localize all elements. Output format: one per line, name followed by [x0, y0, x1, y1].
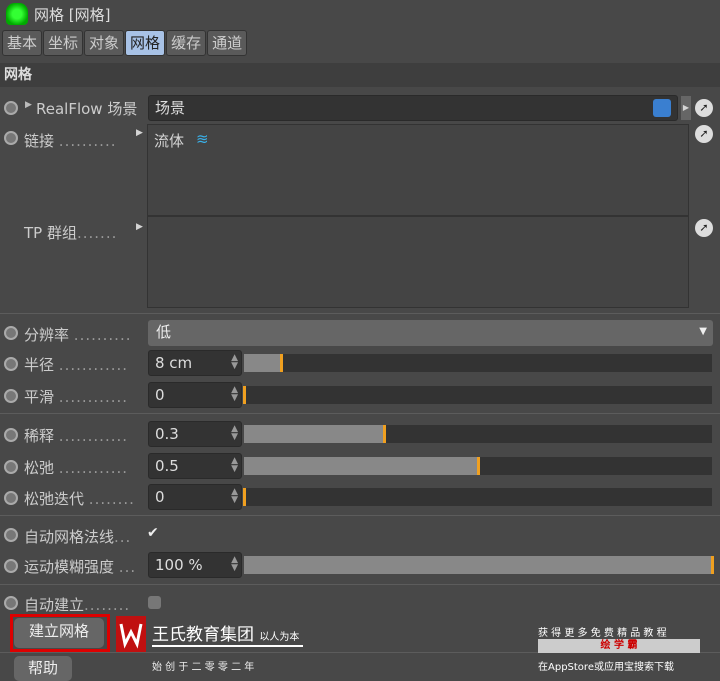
keyframe-radio[interactable] — [4, 131, 18, 145]
scene-menu-arrow[interactable]: ▶ — [681, 96, 691, 120]
tab-object[interactable]: 对象 — [84, 30, 125, 56]
keyframe-radio[interactable] — [4, 326, 18, 340]
section-header: 网格 — [0, 63, 720, 87]
smooth-label: 平滑 ............ — [24, 388, 129, 406]
motion_blur-slider[interactable] — [244, 556, 714, 574]
help-button[interactable]: 帮助 — [14, 656, 72, 681]
watermark-logo — [116, 616, 146, 652]
link-label: 链接 .......... — [24, 132, 117, 150]
dilute-slider[interactable] — [244, 425, 712, 443]
tab-bar: 基本 坐标 对象 网格 缓存 通道 — [2, 30, 248, 56]
spinner-arrows-icon[interactable]: ▲ ▼ — [231, 385, 238, 403]
scene-value: 场景 — [155, 99, 186, 117]
auto-normals-checkbox[interactable]: ✔ — [147, 525, 159, 541]
radius-input[interactable]: 8 cm ▲ ▼ — [148, 350, 242, 376]
keyframe-radio[interactable] — [4, 357, 18, 371]
spinner-arrows-icon[interactable]: ▲ ▼ — [231, 353, 238, 371]
keyframe-radio[interactable] — [4, 596, 18, 610]
keyframe-radio[interactable] — [4, 491, 18, 505]
keyframe-radio[interactable] — [4, 460, 18, 474]
fluid-icon: ≋ — [196, 130, 209, 148]
watermark-frame — [10, 614, 110, 652]
relax-label: 松弛 ............ — [24, 459, 129, 477]
link-list[interactable]: 流体 ≋ — [147, 124, 689, 216]
resolution-dropdown[interactable]: 低 ▼ — [148, 320, 713, 346]
spinner-arrows-icon[interactable]: ▲ ▼ — [231, 456, 238, 474]
list-item[interactable]: 流体 ≋ — [154, 130, 209, 150]
chevron-down-icon: ▼ — [699, 326, 707, 337]
pick-arrow-icon[interactable]: ➚ — [695, 219, 713, 237]
radius-label: 半径 ............ — [24, 356, 129, 374]
tab-cache[interactable]: 缓存 — [166, 30, 207, 56]
divider — [0, 313, 720, 314]
tp-label: TP 群组....... — [24, 224, 118, 242]
auto-build-label: 自动建立........ — [24, 596, 131, 614]
realflow-mesh-icon — [6, 3, 28, 25]
scene-label: RealFlow 场景 — [36, 100, 138, 118]
spinner-arrows-icon[interactable]: ▲ ▼ — [231, 424, 238, 442]
slider-fill — [244, 457, 480, 475]
scene-field[interactable]: 场景 — [148, 95, 678, 121]
tab-channel[interactable]: 通道 — [207, 30, 248, 56]
radius-slider[interactable] — [244, 354, 712, 372]
motion_blur-input[interactable]: 100 % ▲ ▼ — [148, 552, 242, 578]
auto-normals-label: 自动网格法线... — [24, 528, 132, 546]
tab-coords[interactable]: 坐标 — [43, 30, 84, 56]
watermark-org: 王氏教育集团 以人为本 — [152, 620, 304, 647]
watermark-promo-2: 在AppStore或应用宝搜索下载 — [538, 662, 674, 673]
divider — [0, 584, 720, 585]
expand-arrow-icon[interactable]: ▶ — [136, 128, 143, 138]
pick-arrow-icon[interactable]: ➚ — [695, 125, 713, 143]
smooth-slider[interactable] — [243, 386, 712, 404]
relax_iter-label: 松弛迭代 ........ — [24, 490, 135, 508]
keyframe-radio[interactable] — [4, 559, 18, 573]
slider-fill — [244, 354, 284, 372]
relax-input[interactable]: 0.5 ▲ ▼ — [148, 453, 242, 479]
build-mesh-button[interactable]: 建立网格 — [14, 618, 104, 648]
relax-slider[interactable] — [244, 457, 712, 475]
window-title: 网格 [网格] — [34, 5, 111, 24]
relax_iter-slider[interactable] — [243, 488, 712, 506]
keyframe-radio[interactable] — [4, 101, 18, 115]
dilute-input[interactable]: 0.3 ▲ ▼ — [148, 421, 242, 447]
expand-arrow-icon[interactable]: ▶ — [25, 100, 32, 110]
keyframe-radio[interactable] — [4, 428, 18, 442]
divider — [0, 652, 720, 653]
watermark-brand: 绘 学 霸 — [538, 639, 700, 653]
watermark-since: 始 创 于 二 零 零 二 年 — [152, 662, 255, 673]
resolution-label: 分辨率 .......... — [24, 326, 132, 344]
keyframe-radio[interactable] — [4, 389, 18, 403]
tp-group-list[interactable] — [147, 216, 689, 308]
spinner-arrows-icon[interactable]: ▲ ▼ — [231, 487, 238, 505]
relax_iter-input[interactable]: 0 ▲ ▼ — [148, 484, 242, 510]
pick-arrow-icon[interactable]: ➚ — [695, 99, 713, 117]
slider-fill — [244, 425, 387, 443]
window-title-bar: 网格 [网格] — [0, 0, 720, 28]
smooth-input[interactable]: 0 ▲ ▼ — [148, 382, 242, 408]
expand-arrow-icon[interactable]: ▶ — [136, 222, 143, 232]
dilute-label: 稀释 ............ — [24, 427, 129, 445]
divider — [0, 413, 720, 414]
divider — [0, 515, 720, 516]
realflow-scene-icon — [653, 99, 671, 117]
auto-build-checkbox[interactable] — [148, 596, 161, 609]
motion_blur-label: 运动模糊强度 ... — [24, 558, 137, 576]
spinner-arrows-icon[interactable]: ▲ ▼ — [231, 555, 238, 573]
tab-mesh[interactable]: 网格 — [125, 30, 166, 56]
slider-fill — [244, 556, 714, 574]
keyframe-radio[interactable] — [4, 528, 18, 542]
tab-basic[interactable]: 基本 — [2, 30, 43, 56]
watermark-promo: 获 得 更 多 免 费 精 品 教 程 — [538, 628, 667, 639]
